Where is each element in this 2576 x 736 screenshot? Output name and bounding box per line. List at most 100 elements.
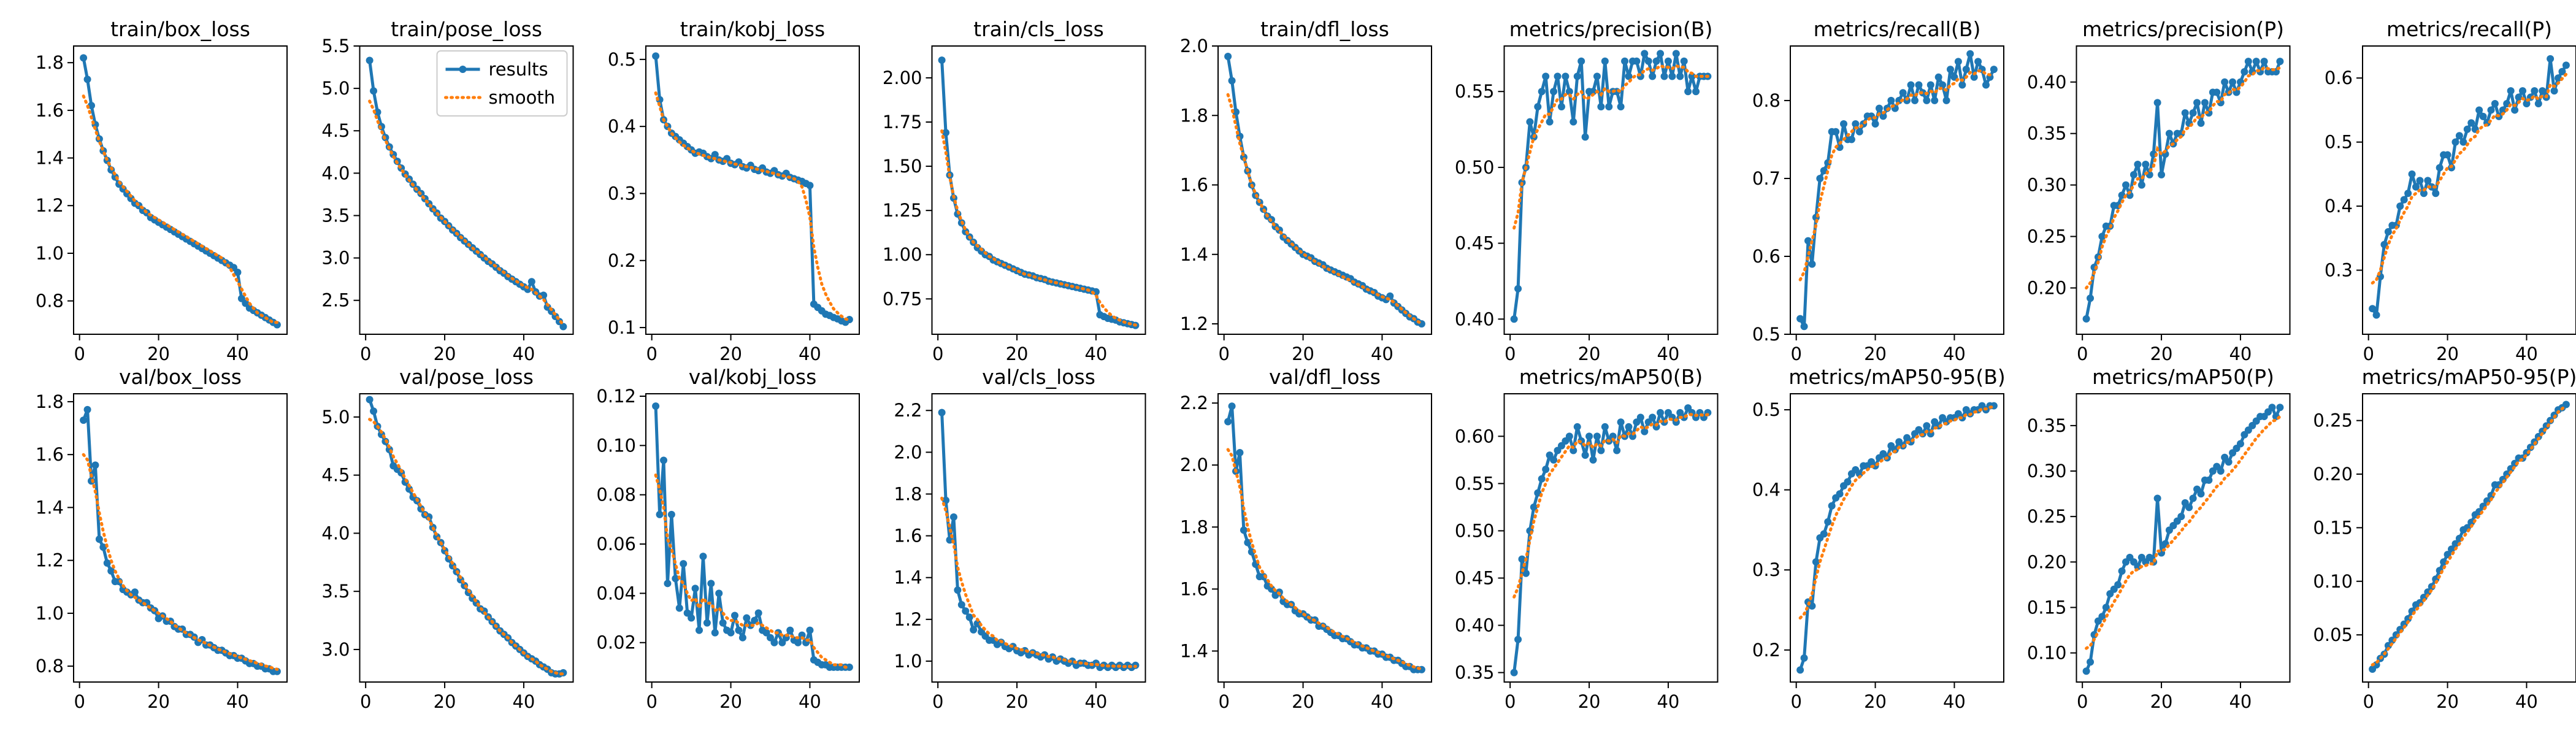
results-point	[2448, 545, 2455, 553]
results-point	[103, 559, 111, 567]
y-tick-label: 4.5	[321, 465, 350, 486]
results-point	[2467, 119, 2475, 127]
y-tick-label: 1.4	[1180, 244, 1208, 265]
y-tick-label: 0.8	[36, 291, 64, 312]
subplot: val/cls_loss 0 20 40 1.0 1.2 1.4 1.6 1.8 2.0 2.2	[894, 365, 1146, 712]
results-point	[667, 510, 675, 518]
results-point	[1990, 66, 1998, 74]
results-point	[2416, 177, 2424, 185]
results-point	[2479, 112, 2487, 120]
results-point	[2539, 87, 2547, 95]
y-tick-label: 3.0	[321, 248, 350, 269]
results-point	[80, 416, 88, 424]
y-tick-label: 0.15	[2313, 517, 2353, 538]
y-tick-label: 0.20	[2027, 551, 2067, 572]
results-point	[1546, 118, 1554, 126]
results-point	[2205, 476, 2213, 484]
axes-frame	[359, 45, 574, 335]
results-point	[806, 182, 814, 190]
results-point	[2515, 93, 2523, 101]
plot-area	[938, 56, 1140, 329]
x-tick-label: 0	[1790, 343, 1801, 364]
results-point	[1232, 108, 1240, 116]
results-point	[1625, 72, 1633, 80]
plot-area	[652, 402, 853, 671]
subplot: val/pose_loss 0 20 40 3.0 3.5 4.0 4.5 5.0	[321, 365, 574, 712]
plot-area	[366, 56, 567, 331]
smooth-line	[82, 94, 279, 324]
plot-area	[1510, 50, 1712, 323]
x-tick-label: 20	[147, 343, 170, 364]
y-tick-label: 4.5	[321, 120, 350, 141]
results-point	[1224, 52, 1232, 60]
results-point	[234, 269, 242, 277]
results-point	[527, 278, 535, 286]
subplot: train/pose_loss 0 20 40 2.5 3.0 3.5 4.0 4.5 5.0 5.…	[321, 17, 574, 364]
legend: results smooth	[436, 50, 568, 117]
results-point	[2428, 183, 2436, 191]
x-tick-label: 20	[1864, 691, 1887, 712]
results-point	[727, 629, 735, 637]
results-point	[2444, 151, 2451, 159]
results-point	[2384, 228, 2392, 236]
axes-frame	[1790, 45, 2004, 335]
results-point	[2221, 78, 2229, 86]
results-point	[2158, 171, 2166, 178]
y-tick-label: 1.50	[883, 156, 922, 177]
subplot: metrics/recall(P) 0 20 40 0.3 0.4 0.5 0.6	[2325, 17, 2576, 364]
y-tick-label: 0.04	[596, 583, 636, 604]
plot-area	[1796, 50, 1998, 331]
results-point	[1577, 57, 1585, 65]
results-point	[107, 567, 115, 575]
x-tick-label: 0	[360, 343, 371, 364]
results-point	[1228, 402, 1236, 410]
subplot-title: metrics/mAP50(P)	[2092, 365, 2274, 389]
axes-frame	[2362, 45, 2576, 335]
results-point	[1796, 666, 1804, 674]
results-point	[1649, 72, 1657, 80]
results-point	[2491, 100, 2499, 107]
axes-frame	[1503, 45, 1719, 335]
y-tick-label: 1.6	[36, 100, 64, 121]
subplot-title: metrics/mAP50(B)	[1519, 365, 1703, 389]
results-point	[2523, 100, 2531, 107]
results-point	[2511, 106, 2519, 114]
results-point	[1228, 77, 1236, 85]
x-tick-label: 40	[1943, 343, 1966, 364]
results-point	[1820, 167, 1828, 175]
plot-area	[1224, 402, 1425, 673]
y-tick-label: 0.75	[883, 288, 922, 309]
results-point	[1526, 118, 1534, 126]
results-point	[1871, 120, 1879, 128]
results-point	[1652, 57, 1660, 65]
results-point	[691, 585, 699, 592]
results-point	[1593, 72, 1601, 80]
plot-area	[1510, 404, 1712, 677]
y-tick-label: 0.50	[1455, 520, 1495, 541]
results-point	[2420, 190, 2428, 197]
axes-frame	[2076, 393, 2291, 683]
results-point	[2189, 109, 2197, 117]
results-point	[1244, 539, 1252, 546]
results-point	[2241, 67, 2248, 75]
axes-frame	[1217, 45, 1432, 335]
subplot-title: metrics/mAP50-95(P)	[2362, 365, 2576, 389]
smooth-line	[940, 129, 1137, 327]
y-tick-label: 0.60	[1455, 426, 1495, 447]
results-point	[1636, 413, 1644, 421]
legend-frame	[436, 50, 568, 117]
results-point	[1800, 323, 1808, 331]
results-point	[1573, 72, 1581, 80]
y-tick-label: 0.35	[1455, 662, 1495, 683]
results-point	[2142, 161, 2150, 169]
results-point	[1668, 72, 1676, 80]
subplot-title: val/dfl_loss	[1269, 365, 1381, 389]
results-point	[2534, 100, 2542, 107]
results-point	[2102, 604, 2110, 611]
y-tick-label: 5.5	[321, 36, 350, 56]
results-point	[703, 619, 711, 627]
results-point	[845, 663, 853, 671]
results-point	[1812, 558, 1820, 566]
y-tick-label: 0.35	[2027, 415, 2067, 436]
